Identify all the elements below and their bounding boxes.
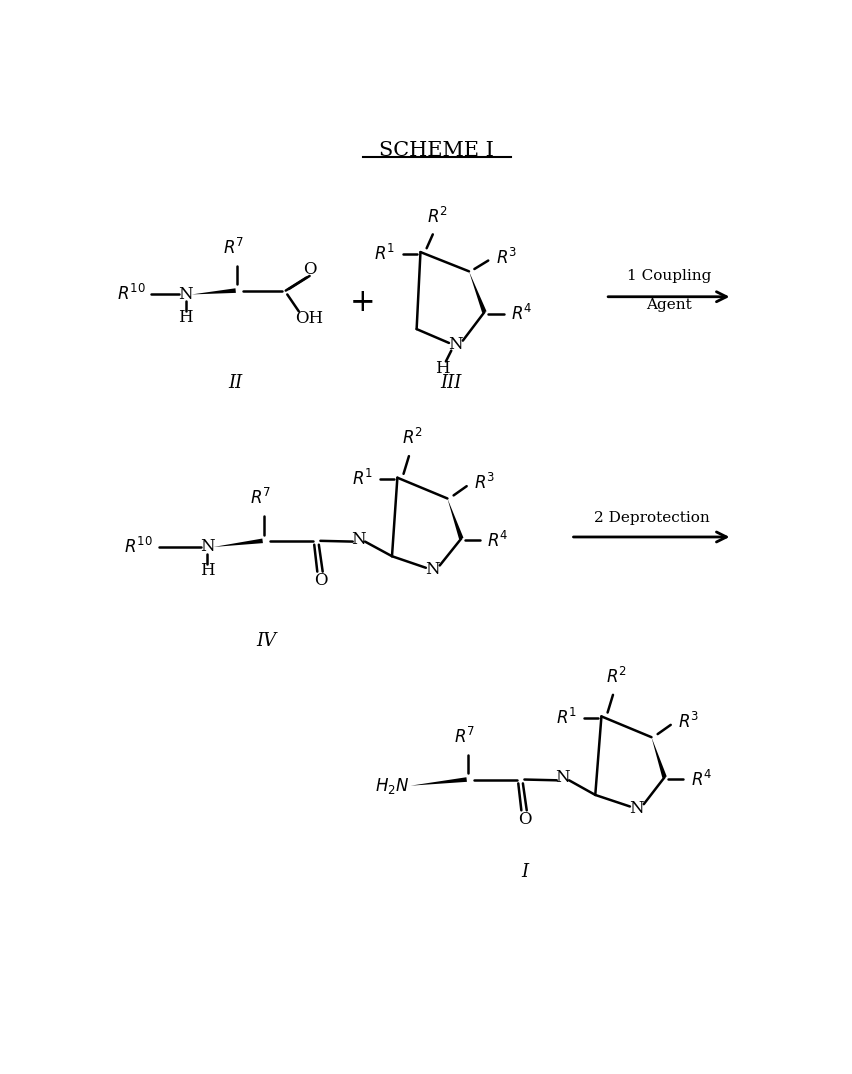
Text: $R^{7}$: $R^{7}$ — [250, 489, 271, 508]
Text: O: O — [303, 261, 317, 277]
Text: $R^{3}$: $R^{3}$ — [496, 247, 517, 267]
Polygon shape — [652, 737, 667, 778]
Text: II: II — [228, 374, 243, 392]
Text: I: I — [521, 862, 528, 881]
Text: $R^{10}$: $R^{10}$ — [117, 285, 146, 305]
Text: N: N — [556, 769, 570, 786]
Text: N: N — [200, 538, 215, 555]
Text: N: N — [629, 799, 643, 816]
Text: N: N — [352, 531, 366, 548]
Text: H: H — [178, 309, 193, 326]
Text: O: O — [314, 572, 327, 590]
Text: $R^{1}$: $R^{1}$ — [374, 245, 395, 264]
Text: $R^{7}$: $R^{7}$ — [454, 727, 475, 748]
Text: Agent: Agent — [647, 299, 692, 313]
Text: OH: OH — [295, 309, 323, 326]
Text: $R^{3}$: $R^{3}$ — [677, 712, 699, 731]
Text: IV: IV — [256, 632, 277, 650]
Text: III: III — [440, 374, 462, 392]
Text: N: N — [448, 336, 463, 353]
Polygon shape — [192, 288, 236, 294]
Text: SCHEME I: SCHEME I — [379, 141, 494, 160]
Text: H: H — [435, 360, 449, 377]
Text: N: N — [178, 286, 193, 303]
Text: O: O — [518, 811, 531, 828]
Text: $R^{7}$: $R^{7}$ — [222, 238, 244, 258]
Polygon shape — [469, 272, 486, 313]
Text: 2 Deprotection: 2 Deprotection — [594, 510, 710, 525]
Text: N: N — [424, 561, 440, 578]
Text: $R^{4}$: $R^{4}$ — [691, 769, 712, 789]
Text: $R^{1}$: $R^{1}$ — [556, 708, 577, 728]
Polygon shape — [411, 778, 467, 786]
Text: H: H — [200, 562, 215, 579]
Text: $H_2N$: $H_2N$ — [375, 775, 409, 796]
Polygon shape — [447, 498, 463, 539]
Text: $R^{4}$: $R^{4}$ — [511, 304, 532, 324]
Text: $R^{2}$: $R^{2}$ — [427, 206, 448, 227]
Text: $R^{2}$: $R^{2}$ — [402, 429, 423, 449]
Text: $R^{10}$: $R^{10}$ — [124, 537, 153, 557]
Text: 1 Coupling: 1 Coupling — [627, 268, 711, 282]
Text: $R^{2}$: $R^{2}$ — [607, 667, 627, 687]
Text: $R^{1}$: $R^{1}$ — [352, 469, 372, 490]
Text: $R^{3}$: $R^{3}$ — [474, 473, 495, 493]
Text: $R^{4}$: $R^{4}$ — [487, 531, 509, 551]
Text: +: + — [350, 287, 376, 318]
Polygon shape — [213, 538, 263, 547]
